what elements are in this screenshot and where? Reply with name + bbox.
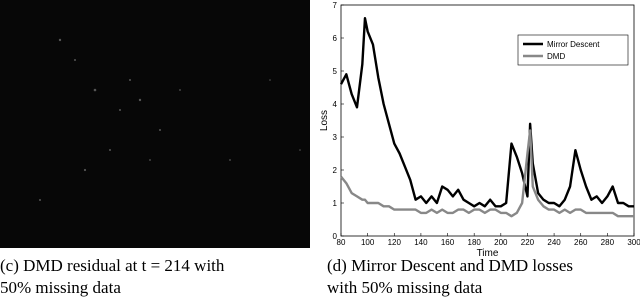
caption-left-2: 50% missing data: [0, 278, 121, 297]
x-tick-label: 180: [468, 238, 482, 247]
residual-image: [0, 0, 310, 248]
x-tick-label: 80: [337, 238, 346, 247]
x-tick-label: 100: [361, 238, 375, 247]
x-tick-label: 220: [521, 238, 535, 247]
caption-right-2: with 50% missing data: [327, 278, 483, 297]
y-tick-label: 0: [333, 232, 338, 241]
residual-speckles: [39, 38, 301, 201]
x-tick-label: 120: [388, 238, 402, 247]
line-series: [339, 17, 634, 208]
legend-label: Mirror Descent: [547, 40, 600, 49]
legend-label: DMD: [547, 52, 565, 61]
x-axis-label: Time: [477, 248, 499, 259]
caption-left-1: (c) DMD residual at t = 214 with: [0, 256, 225, 275]
caption-right-1: (d) Mirror Descent and DMD losses: [327, 256, 573, 275]
y-tick-label: 1: [333, 199, 338, 208]
y-tick-label: 7: [333, 1, 338, 10]
y-tick-label: 2: [333, 166, 338, 175]
y-tick-label: 5: [333, 67, 338, 76]
x-tick-label: 300: [627, 238, 640, 247]
y-tick-label: 3: [333, 133, 338, 142]
y-tick-label: 4: [333, 100, 338, 109]
x-tick-label: 240: [547, 238, 561, 247]
y-axis-label: Loss: [319, 110, 330, 131]
x-tick-label: 140: [414, 238, 428, 247]
x-tick-label: 260: [574, 238, 588, 247]
line-series: [340, 129, 634, 218]
legend-box: [517, 34, 629, 66]
y-tick-label: 6: [333, 34, 338, 43]
x-tick-label: 280: [601, 238, 615, 247]
x-tick-label: 200: [494, 238, 508, 247]
x-tick-label: 160: [441, 238, 455, 247]
